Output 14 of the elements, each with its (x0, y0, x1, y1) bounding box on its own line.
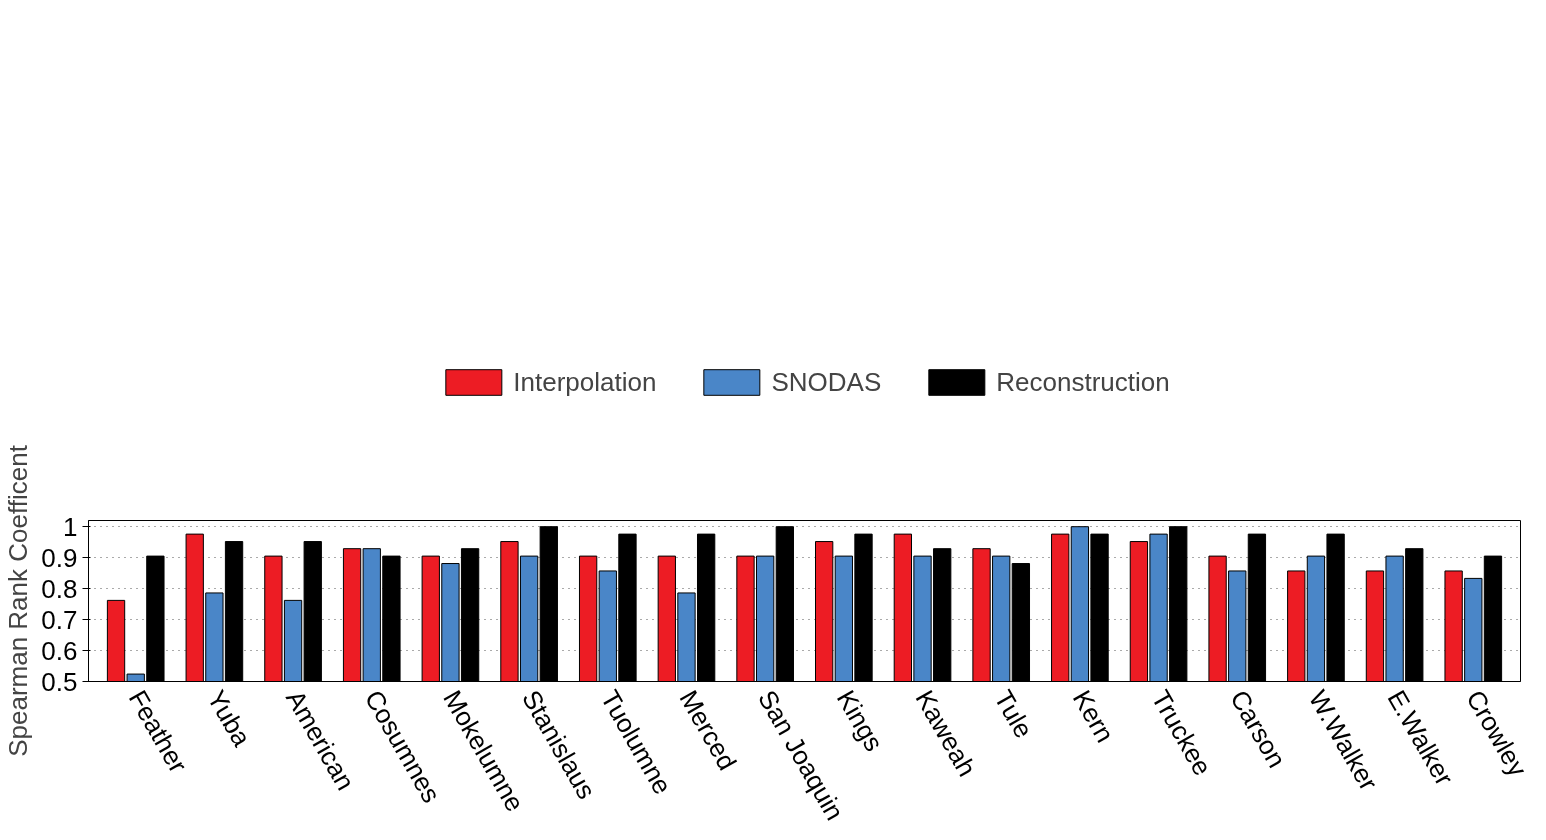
x-tick-label: Kern (1066, 685, 1121, 748)
legend-label: Interpolation (513, 366, 657, 398)
x-tick-label: Yuba (201, 685, 258, 752)
y-tick-label: 0.5 (41, 666, 78, 697)
y-tick-label: 0.8 (41, 573, 78, 604)
y-tick-label: 0.6 (41, 635, 78, 666)
x-tick-label: Tule (988, 685, 1039, 744)
y-tick-label: 0.7 (41, 604, 78, 635)
y-tick-label: 1 (63, 511, 78, 542)
legend-label: Reconstruction (996, 366, 1170, 398)
y-axis-title: Spearman Rank Coefficent (3, 444, 34, 757)
x-tick-label: Kings (830, 685, 890, 757)
y-tick-label: 0.9 (41, 542, 78, 573)
legend-label: SNODAS (771, 366, 882, 398)
